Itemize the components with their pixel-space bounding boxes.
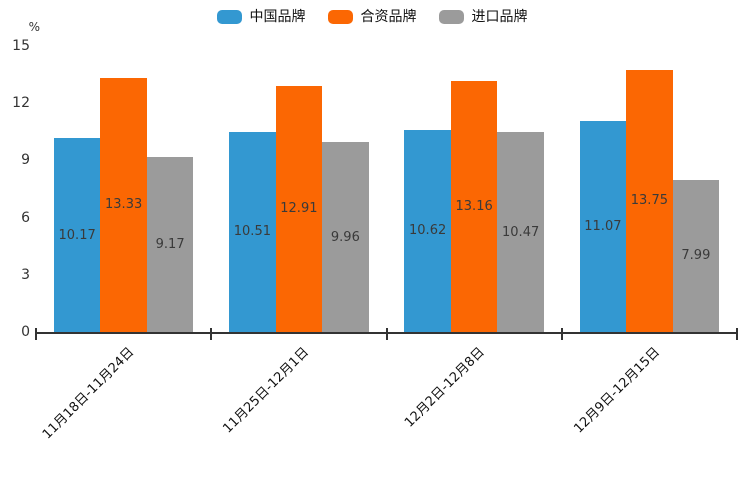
bar: 13.75 [626, 69, 673, 332]
bar: 10.62 [404, 129, 451, 332]
legend: 中国品牌 合资品牌 进口品牌 [0, 8, 744, 26]
x-category-label: 11月25日-12月1日 [220, 344, 313, 437]
x-axis-tick [560, 328, 563, 340]
x-axis-tick [35, 328, 37, 340]
bar-value-label: 7.99 [681, 248, 711, 264]
x-category-label: 12月9日-12月15日 [571, 344, 663, 437]
x-axis-tick [385, 328, 388, 340]
x-category-label: 12月2日-12月8日 [401, 344, 488, 431]
y-tick-label: 9 [21, 152, 30, 169]
bar-value-label: 9.96 [330, 229, 360, 245]
x-axis-tick [210, 328, 213, 340]
bar: 9.17 [146, 157, 194, 332]
bar: 12.91 [275, 85, 323, 332]
legend-item-0[interactable]: 中国品牌 [216, 9, 306, 25]
y-tick-label: 12 [12, 95, 30, 112]
y-axis-unit-label: % [28, 20, 40, 34]
bar-value-label: 9.17 [155, 237, 185, 253]
bar: 10.47 [497, 132, 544, 332]
legend-swatch-icon [216, 10, 242, 24]
bar: 10.51 [229, 131, 276, 332]
bar-value-label: 10.51 [233, 224, 271, 240]
bar-value-label: 10.17 [58, 227, 96, 243]
legend-item-2[interactable]: 进口品牌 [438, 9, 528, 25]
legend-label: 进口品牌 [471, 9, 528, 25]
bar: 10.17 [53, 138, 101, 332]
bar-value-label: 13.75 [630, 193, 668, 209]
bar: 13.16 [450, 81, 498, 332]
bar: 13.33 [100, 77, 147, 332]
bar-value-label: 10.62 [409, 223, 447, 239]
bar-value-label: 13.16 [455, 199, 493, 215]
bar: 9.96 [322, 142, 369, 332]
bar: 11.07 [579, 120, 627, 332]
y-tick-label: 15 [12, 38, 30, 54]
y-tick-label: 0 [21, 324, 30, 340]
legend-label: 合资品牌 [360, 9, 417, 25]
x-axis-tick [736, 328, 738, 340]
bar-value-label: 12.91 [280, 201, 318, 217]
y-tick-label: 3 [21, 266, 30, 283]
legend-swatch-icon [327, 10, 353, 24]
legend-swatch-icon [438, 10, 464, 24]
bar-value-label: 11.07 [584, 218, 622, 234]
x-category-label: 11月18日-11月24日 [39, 344, 138, 443]
bar-value-label: 13.33 [105, 197, 143, 213]
bar: 7.99 [672, 179, 720, 332]
legend-label: 中国品牌 [249, 9, 306, 25]
legend-item-1[interactable]: 合资品牌 [327, 9, 417, 25]
bar-value-label: 10.47 [502, 224, 540, 240]
y-tick-label: 6 [21, 209, 30, 226]
